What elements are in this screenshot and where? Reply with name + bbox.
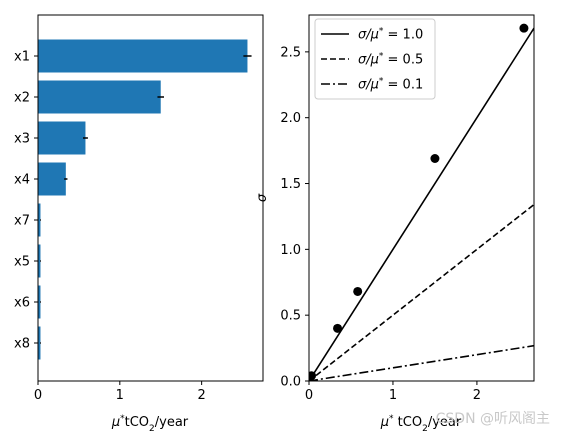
y-tick-label: 2.5 — [280, 45, 301, 60]
bar — [38, 244, 41, 278]
data-point — [519, 23, 529, 33]
y-tick-label: x5 — [14, 255, 30, 270]
x-tick-label: 1 — [116, 388, 124, 403]
y-tick-label: x4 — [14, 173, 30, 188]
y-axis-label: σ — [255, 193, 270, 202]
legend: σ/μ* = 1.0 σ/μ* = 0.5 σ/μ* = 0.1 — [314, 18, 436, 100]
y-axis-ticks: 0.0 0.5 1.0 1.5 2.0 2.5 — [280, 45, 309, 390]
reference-line — [309, 344, 534, 381]
y-tick-label: x3 — [14, 132, 30, 147]
y-axis-ticks: x1 x2 x3 x4 x7 x5 x6 x8 — [14, 50, 38, 352]
reference-lines — [309, 27, 534, 381]
bar — [38, 203, 41, 237]
y-tick-label: 2.0 — [280, 111, 301, 126]
bar — [38, 39, 248, 73]
x-tick-label: 0 — [305, 388, 313, 403]
legend-label: σ/μ* = 0.5 — [358, 52, 423, 68]
y-tick-label: 0.5 — [280, 309, 301, 324]
x-axis-ticks: 0 1 2 — [34, 381, 206, 403]
y-tick-label: x6 — [14, 296, 30, 311]
bar — [38, 285, 41, 319]
y-tick-label: 1.5 — [280, 177, 301, 192]
bar — [38, 162, 66, 196]
data-point — [309, 371, 317, 381]
legend-label: σ/μ* = 1.0 — [358, 27, 423, 43]
left-bar-chart: 0 1 2 x1 x2 x3 x4 x7 x5 x6 x8 μ*tCO2/year — [14, 14, 264, 434]
y-tick-label: x2 — [14, 91, 30, 106]
x-axis-ticks: 0 1 2 — [305, 381, 481, 403]
bar — [38, 326, 41, 360]
y-tick-label: x8 — [14, 337, 30, 352]
x-tick-label: 2 — [197, 388, 205, 403]
reference-line — [309, 27, 534, 381]
bar — [38, 121, 86, 155]
x-tick-label: 2 — [473, 388, 481, 403]
x-axis-label: μ*tCO2/year — [111, 414, 189, 434]
y-tick-label: x7 — [14, 214, 30, 229]
y-tick-label: 0.0 — [280, 375, 301, 390]
y-tick-label: x1 — [14, 50, 30, 65]
data-point — [333, 323, 343, 333]
plot-frame — [37, 14, 264, 382]
x-tick-label: 1 — [389, 388, 397, 403]
plot-frame — [308, 14, 535, 382]
legend-box — [314, 18, 436, 100]
reference-line — [309, 203, 534, 381]
data-point — [353, 286, 363, 296]
x-tick-label: 0 — [34, 388, 42, 403]
scatter-points — [309, 23, 529, 381]
x-axis-label: μ* tCO2/year — [380, 414, 462, 434]
legend-label: σ/μ* = 0.1 — [358, 77, 423, 93]
y-tick-label: 1.0 — [280, 243, 301, 258]
error-bars — [40, 55, 252, 344]
data-point — [430, 154, 440, 164]
watermark-text: CSDN @听风阁主 — [435, 411, 550, 427]
bar — [38, 80, 161, 114]
bar-series — [38, 39, 248, 360]
